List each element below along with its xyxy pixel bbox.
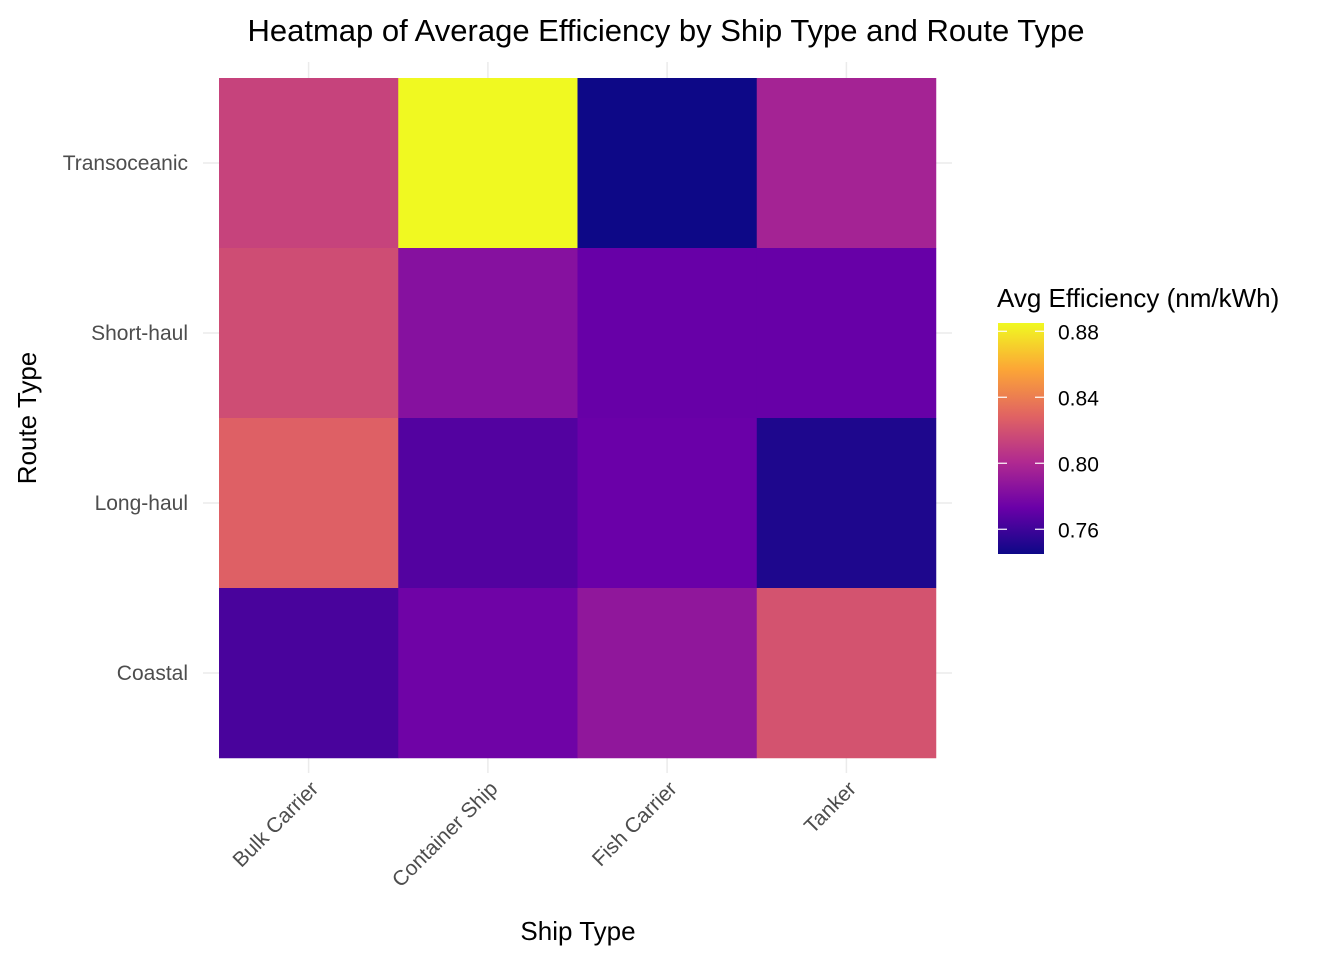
x-tick-label-fish-carrier: Fish Carrier bbox=[588, 777, 682, 871]
legend-tick-label-0-76: 0.76 bbox=[1058, 519, 1099, 542]
color-legend: Avg Efficiency (nm/kWh) 0.76 0.80 0.84 0.88 bbox=[997, 283, 1279, 554]
heatmap-cell-container-ship-short-haul bbox=[398, 248, 578, 419]
x-axis-ticks: Bulk Carrier Container Ship Fish Carrier Ta… bbox=[229, 777, 861, 892]
heatmap-cell-tanker-short-haul bbox=[756, 248, 937, 419]
x-tick-label-tanker: Tanker bbox=[800, 777, 861, 838]
x-tick-label-container-ship: Container Ship bbox=[388, 777, 502, 891]
y-axis-ticks: Coastal Long-haul Short-haul Transoceanic bbox=[63, 152, 188, 685]
x-axis-title: Ship Type bbox=[520, 916, 635, 946]
legend-ticks: 0.76 0.80 0.84 0.88 bbox=[998, 321, 1099, 542]
legend-colorbar bbox=[998, 323, 1044, 554]
heatmap-cell-fish-carrier-coastal bbox=[577, 588, 757, 759]
legend-tick-label-0-84: 0.84 bbox=[1058, 387, 1099, 410]
heatmap-cell-tanker-transoceanic bbox=[756, 78, 937, 249]
x-tick-label-bulk-carrier: Bulk Carrier bbox=[229, 777, 324, 872]
legend-tick-label-0-88: 0.88 bbox=[1058, 321, 1099, 344]
y-tick-label-long-haul: Long-haul bbox=[95, 492, 188, 515]
heatmap-cell-tanker-long-haul bbox=[756, 418, 937, 589]
y-tick-label-short-haul: Short-haul bbox=[91, 322, 188, 345]
heatmap-cell-container-ship-transoceanic bbox=[398, 78, 578, 249]
heatmap-cell-container-ship-coastal bbox=[398, 588, 578, 759]
heatmap-cells bbox=[219, 78, 937, 759]
legend-tick-label-0-80: 0.80 bbox=[1058, 453, 1099, 476]
heatmap-cell-container-ship-long-haul bbox=[398, 418, 578, 589]
heatmap-cell-fish-carrier-transoceanic bbox=[577, 78, 757, 249]
y-axis-title: Route Type bbox=[12, 352, 42, 485]
heatmap-cell-bulk-carrier-transoceanic bbox=[219, 78, 399, 249]
y-tick-label-coastal: Coastal bbox=[117, 662, 188, 685]
legend-title: Avg Efficiency (nm/kWh) bbox=[997, 283, 1279, 313]
chart-title: Heatmap of Average Efficiency by Ship Ty… bbox=[248, 13, 1085, 48]
y-tick-label-transoceanic: Transoceanic bbox=[63, 152, 188, 175]
heatmap-cell-bulk-carrier-short-haul bbox=[219, 248, 399, 419]
heatmap-cell-fish-carrier-short-haul bbox=[577, 248, 757, 419]
heatmap-cell-bulk-carrier-coastal bbox=[219, 588, 399, 759]
heatmap-cell-tanker-coastal bbox=[756, 588, 937, 759]
heatmap-cell-fish-carrier-long-haul bbox=[577, 418, 757, 589]
heatmap-cell-bulk-carrier-long-haul bbox=[219, 418, 399, 589]
